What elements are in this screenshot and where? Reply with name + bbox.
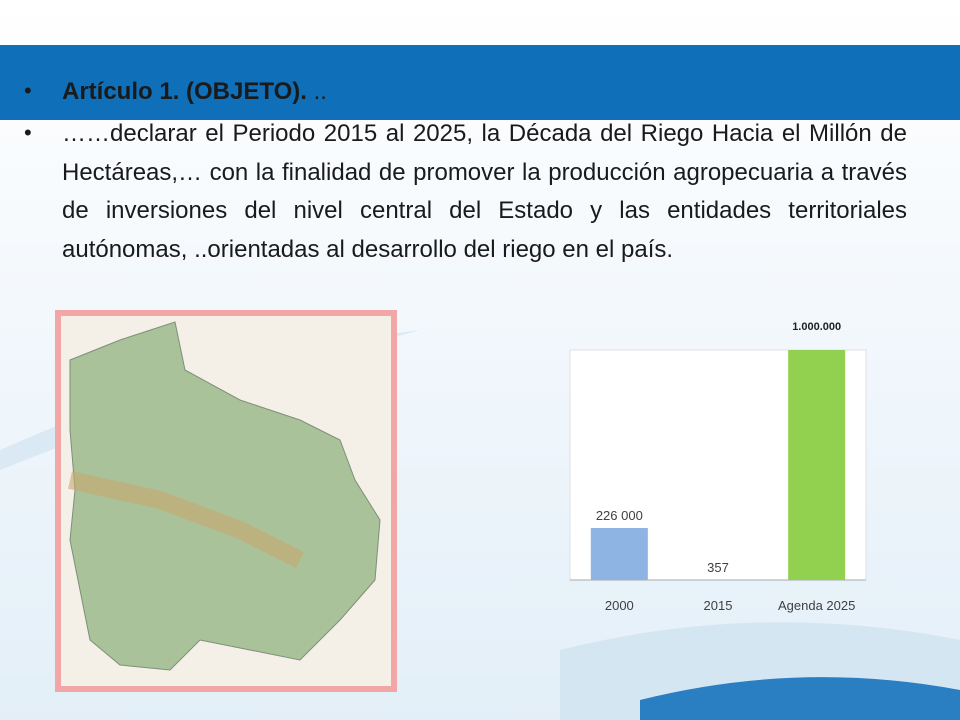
text: .. (306, 78, 327, 105)
map (69, 321, 381, 671)
value-label: 357 (707, 560, 729, 575)
bullet: • (24, 120, 32, 145)
map-relief (68, 471, 305, 569)
x-tick-label: 2015 (704, 598, 733, 613)
x-tick-label: 2000 (605, 598, 634, 613)
swoosh (640, 677, 960, 720)
bar (788, 350, 846, 580)
x-tick-label: Agenda 2025 (778, 598, 855, 613)
bullet: • (24, 78, 32, 103)
bold-text: Artículo 1. (OBJETO). (62, 78, 307, 105)
header-band (0, 45, 960, 120)
value-label: 1.000.000 (792, 321, 841, 333)
value-label: 226 000 (596, 508, 643, 523)
bar (590, 528, 648, 580)
bullet-text: Artículo 1. (OBJETO). .. (62, 73, 907, 112)
bullet-text: ……declarar el Periodo 2015 al 2025, la D… (62, 120, 907, 263)
